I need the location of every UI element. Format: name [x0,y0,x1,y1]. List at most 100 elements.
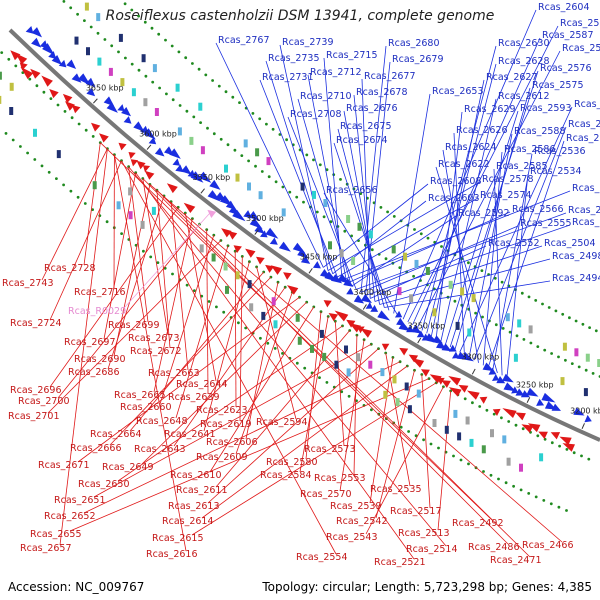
gene-label-rcas-2735[interactable]: Rcas_2735 [268,53,320,64]
gene-label-rcas-2603[interactable]: Rcas_2603 [428,193,480,204]
gene-label-rcas-2630[interactable]: Rcas_2630 [498,38,550,49]
gene-label-rcas-2609[interactable]: Rcas_2609 [196,452,248,463]
gene-label-rcas-2580[interactable]: Rcas_2580 [266,457,318,468]
gene-label-rcas-2498[interactable]: Rcas_2498 [552,251,600,262]
gene-label-rcas-2626[interactable]: Rcas_2626 [456,125,508,136]
gene-label-rcas-2678[interactable]: Rcas_2678 [356,87,408,98]
gene-label-rcas-2700[interactable]: Rcas_2700 [18,396,70,407]
gene-label-rcas-2739[interactable]: Rcas_2739 [282,37,334,48]
gene-label-rcas-2674[interactable]: Rcas_2674 [336,135,388,146]
gene-label-rcas-2542[interactable]: Rcas_2542 [336,516,388,527]
gene-label-rcas-2610[interactable]: Rcas_2610 [170,470,222,481]
gene-label-rcas-2652[interactable]: Rcas_2652 [44,511,96,522]
gene-label-rcas-2555[interactable]: Rcas_2555 [520,218,572,229]
gene-label-rcas-2574[interactable]: Rcas_2574 [480,190,532,201]
gene-label-rcas-2534[interactable]: Rcas_2534 [530,166,582,177]
gene-label-rcas-2570[interactable]: Rcas_2570 [300,489,352,500]
gene-label-rcas-2623[interactable]: Rcas_2623 [196,405,248,416]
gene-label-rcas-2767[interactable]: Rcas_2767 [218,35,270,46]
gene-label-rcas-2566[interactable]: Rcas_2566 [512,204,564,215]
gene-label-rcas-2556[interactable]: Rcas_2556 [568,119,600,130]
gene-label-rcas-2644[interactable]: Rcas_2644 [176,379,228,390]
gene-label-rcas-2710[interactable]: Rcas_2710 [300,91,352,102]
gene-label-rcas-2628[interactable]: Rcas_2628 [498,56,550,67]
gene-label-rcas-2697[interactable]: Rcas_2697 [64,337,116,348]
gene-label-rcas-2585[interactable]: Rcas_2585 [496,161,548,172]
gene-label-rcas-2584[interactable]: Rcas_2584 [260,470,312,481]
gene-label-rcas-2627[interactable]: Rcas_2627 [486,72,538,83]
gene-label-rcas-2611[interactable]: Rcas_2611 [176,485,228,496]
gene-label-rcas-2664[interactable]: Rcas_2664 [90,429,142,440]
gene-label-rcas-2587[interactable]: Rcas_2587 [542,30,594,41]
gene-label-rcas-2588[interactable]: Rcas_2588 [514,126,566,137]
gene-label-rcas-2553[interactable]: Rcas_2553 [314,473,366,484]
gene-label-rcas-2582[interactable]: Rcas_2582 [562,43,600,54]
gene-label-rcas-2573[interactable]: Rcas_2573 [304,444,356,455]
gene-label-rcas-2712[interactable]: Rcas_2712 [310,67,362,78]
gene-label-rcas-2604[interactable]: Rcas_2604 [538,2,590,13]
gene-label-rcas-2649[interactable]: Rcas_2649 [102,462,154,473]
gene-label-rcas-2552[interactable]: Rcas_2552 [488,238,540,249]
gene-label-rcas-2624[interactable]: Rcas_2624 [445,142,497,153]
gene-label-rcas-2593[interactable]: Rcas_2593 [520,103,572,114]
gene-label-rcas-2513[interactable]: Rcas_2513 [398,528,450,539]
gene-label-rcas-2656[interactable]: Rcas_2656 [326,185,378,196]
gene-label-rcas-2690[interactable]: Rcas_2690 [74,354,126,365]
gene-label-rcas-2653[interactable]: Rcas_2653 [432,86,484,97]
gene-label-rcas-2660[interactable]: Rcas_2660 [120,402,172,413]
gene-label-rcas-2651[interactable]: Rcas_2651 [54,495,106,506]
gene-label-rcas-2612[interactable]: Rcas_2612 [498,91,550,102]
gene-label-rcas-2708[interactable]: Rcas_2708 [290,109,342,120]
gene-label-rcas-2592[interactable]: Rcas_2592 [458,208,510,219]
gene-label-rcas-2494[interactable]: Rcas_2494 [552,273,600,284]
gene-label-rcas-2554[interactable]: Rcas_2554 [296,552,348,563]
gene-label-rcas-2648[interactable]: Rcas_2648 [136,416,188,427]
gene-label-rcas-2575[interactable]: Rcas_2575 [532,80,584,91]
gene-label-rcas-r0029[interactable]: Rcas_R0029 [68,306,126,317]
gene-label-rcas-2616[interactable]: Rcas_2616 [146,549,198,560]
gene-label-rcas-2699[interactable]: Rcas_2699 [108,320,160,331]
gene-label-rcas-2517[interactable]: Rcas_2517 [390,506,442,517]
gene-label-rcas-2673[interactable]: Rcas_2673 [128,333,180,344]
gene-label-rcas-2506[interactable]: Rcas_2506 [572,217,600,228]
gene-label-rcas-2639[interactable]: Rcas_2639 [168,392,220,403]
gene-label-rcas-2576[interactable]: Rcas_2576 [540,63,592,74]
gene-label-rcas-2521[interactable]: Rcas_2521 [374,557,426,568]
gene-label-rcas-2696[interactable]: Rcas_2696 [10,385,62,396]
gene-label-rcas-2504[interactable]: Rcas_2504 [544,238,596,249]
gene-label-rcas-2643[interactable]: Rcas_2643 [134,444,186,455]
gene-label-rcas-2614[interactable]: Rcas_2614 [162,516,214,527]
gene-label-rcas-2677[interactable]: Rcas_2677 [364,71,416,82]
gene-label-rcas-2675[interactable]: Rcas_2675 [340,121,392,132]
gene-label-rcas-2701[interactable]: Rcas_2701 [8,411,60,422]
gene-label-rcas-2676[interactable]: Rcas_2676 [346,103,398,114]
gene-label-rcas-2586[interactable]: Rcas_2586 [504,144,556,155]
gene-label-rcas-2511[interactable]: Rcas_2511 [568,205,600,216]
gene-label-rcas-2578[interactable]: Rcas_2578 [482,174,534,185]
gene-label-rcas-2641[interactable]: Rcas_2641 [164,429,216,440]
gene-label-rcas-2666[interactable]: Rcas_2666 [70,443,122,454]
gene-label-rcas-2657[interactable]: Rcas_2657 [20,543,72,554]
gene-label-rcas-2672[interactable]: Rcas_2672 [130,346,182,357]
gene-label-rcas-2613[interactable]: Rcas_2613 [168,501,220,512]
gene-label-rcas-2622[interactable]: Rcas_2622 [438,159,490,170]
gene-label-rcas-2655[interactable]: Rcas_2655 [30,529,82,540]
gene-label-rcas-2743[interactable]: Rcas_2743 [2,278,54,289]
gene-label-rcas-2466[interactable]: Rcas_2466 [522,540,574,551]
gene-label-rcas-2536[interactable]: Rcas_2536 [534,146,586,157]
gene-label-rcas-2606[interactable]: Rcas_2606 [206,437,258,448]
gene-label-rcas-2516[interactable]: Rcas_2516 [572,183,600,194]
gene-label-rcas-2619[interactable]: Rcas_2619 [200,419,252,430]
gene-label-rcas-2560[interactable]: Rcas_2560 [574,99,600,110]
gene-label-rcas-2716[interactable]: Rcas_2716 [74,287,126,298]
gene-label-rcas-2539[interactable]: Rcas_2539 [330,501,382,512]
gene-label-rcas-2615[interactable]: Rcas_2615 [152,533,204,544]
gene-label-rcas-2665[interactable]: Rcas_2665 [114,390,166,401]
gene-label-rcas-2514[interactable]: Rcas_2514 [406,544,458,555]
gene-label-rcas-2686[interactable]: Rcas_2686 [68,367,120,378]
gene-label-rcas-2680[interactable]: Rcas_2680 [388,38,440,49]
gene-label-rcas-2731[interactable]: Rcas_2731 [262,72,314,83]
gene-label-rcas-2486[interactable]: Rcas_2486 [468,542,520,553]
gene-label-rcas-2679[interactable]: Rcas_2679 [392,54,444,65]
gene-label-rcas-2543[interactable]: Rcas_2543 [326,532,378,543]
